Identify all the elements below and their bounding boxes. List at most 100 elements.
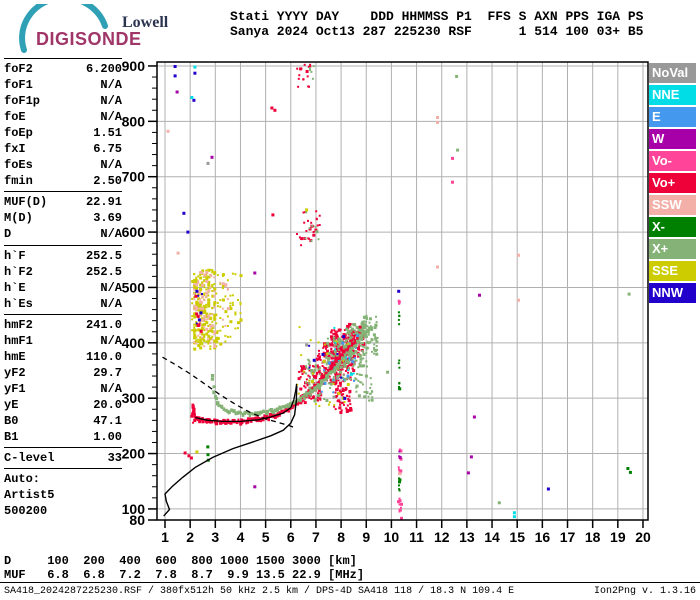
param-value: 3.69 <box>93 211 122 226</box>
param-label: foF1 <box>4 78 33 93</box>
station-header: Stati YYYY DAY DDD HHMMSS P1 FFS S AXN P… <box>230 9 644 39</box>
muf-row: MUF 6.8 6.8 7.2 7.8 8.7 9.9 13.5 22.9 [M… <box>4 568 365 582</box>
plot-gridlines <box>157 62 648 520</box>
param-value: 241.0 <box>85 317 122 332</box>
param-row: foEp 1.51 <box>4 125 122 141</box>
status-version: Ion2Png v. 1.3.16 <box>593 586 696 597</box>
param-label: fmin <box>4 174 33 189</box>
lowell-digisonde-logo: Lowell DIGISONDE <box>8 4 223 56</box>
y-tick-label: 400 <box>122 335 146 351</box>
legend-item-ssw: SSW <box>649 195 696 215</box>
header-line-labels: Stati YYYY DAY DDD HHMMSS P1 FFS S AXN P… <box>230 9 644 24</box>
x-tick-label: 20 <box>635 529 651 545</box>
param-row: fxI 6.75 <box>4 141 122 157</box>
param-row: C-level 33 <box>4 450 122 466</box>
param-row: foF2 6.200 <box>4 61 122 77</box>
legend-item-noval: NoVal <box>649 63 696 83</box>
y-tick-label: 500 <box>122 279 146 295</box>
x-tick-label: 6 <box>287 529 295 545</box>
echo-dots <box>190 63 403 520</box>
param-label: B0 <box>4 413 19 428</box>
legend-item-e: E <box>649 107 696 127</box>
param-value: N/A <box>100 227 122 242</box>
x-tick-label: 13 <box>459 529 475 545</box>
param-row: Artist5 <box>4 487 122 503</box>
x-tick-label: 19 <box>610 529 626 545</box>
header-line-values: Sanya 2024 Oct13 287 225230 RSF 1 514 10… <box>230 23 644 39</box>
y-tick-label: 800 <box>122 113 146 129</box>
param-label: foF2 <box>4 62 33 76</box>
legend-item-vo: Vo- <box>649 151 696 171</box>
x-tick-label: 17 <box>560 529 576 545</box>
echo-direction-legend: NoVal NNE E W Vo- Vo+ SSW X- X+ SSE NNW <box>649 63 696 305</box>
param-value: 110.0 <box>85 349 122 364</box>
param-row: M(D) 3.69 <box>4 210 122 226</box>
logo-text-digisonde: DIGISONDE <box>36 29 142 49</box>
panel-divider <box>4 313 122 315</box>
scatter-points <box>166 65 632 519</box>
param-value: N/A <box>100 296 122 311</box>
param-label: h`Es <box>4 296 33 311</box>
status-separator <box>0 582 700 583</box>
x-tick-label: 4 <box>237 529 245 545</box>
param-row: h`Es N/A <box>4 296 122 312</box>
x-tick-label: 9 <box>362 529 370 545</box>
param-row: 500200 <box>4 503 122 519</box>
x-tick-label: 5 <box>262 529 270 545</box>
y-tick-label: 100 <box>122 501 146 517</box>
param-row: B0 47.1 <box>4 413 122 429</box>
param-label: Auto: <box>4 472 41 487</box>
param-value: 1.51 <box>93 126 122 141</box>
param-label: h`F2 <box>4 264 33 279</box>
panel-divider <box>4 244 122 246</box>
x-tick-label: 16 <box>535 529 551 545</box>
x-tick-label: 3 <box>211 529 219 545</box>
param-label: foF1p <box>4 94 41 109</box>
param-label: Artist5 <box>4 488 55 503</box>
param-label: foEs <box>4 158 33 173</box>
trace-x <box>210 326 374 418</box>
x-tick-label: 7 <box>312 529 320 545</box>
param-label: M(D) <box>4 211 33 226</box>
param-row: h`E N/A <box>4 280 122 296</box>
x-tick-label: 11 <box>409 529 424 545</box>
param-row: MUF(D) 22.91 <box>4 194 122 210</box>
param-label: yE <box>4 397 19 412</box>
param-row: foEs N/A <box>4 157 122 173</box>
panel-divider <box>4 468 122 470</box>
status-file-info: SA418_2024287225230.RSF / 380fx512h 50 k… <box>4 586 515 597</box>
x-tick-label: 12 <box>434 529 450 545</box>
param-value: N/A <box>100 280 122 295</box>
param-value: 33 <box>107 451 122 466</box>
param-value: 252.5 <box>85 248 122 263</box>
param-label: C-level <box>4 451 55 466</box>
extrapolated-dashed-curve <box>162 356 297 429</box>
param-row: yE 20.0 <box>4 397 122 413</box>
param-value: N/A <box>100 78 122 93</box>
x-tick-label: 8 <box>337 529 345 545</box>
param-value: 20.0 <box>93 397 122 412</box>
param-value: N/A <box>100 381 122 396</box>
legend-item-vo: Vo+ <box>649 173 696 193</box>
x-tick-label: 15 <box>509 529 525 545</box>
param-value: N/A <box>100 333 122 348</box>
legend-item-x: X+ <box>649 239 696 259</box>
x-tick-label: 2 <box>186 529 194 545</box>
y-tick-label: 600 <box>122 224 146 240</box>
legend-item-sse: SSE <box>649 261 696 281</box>
param-value: 2.50 <box>93 174 122 189</box>
param-row: hmF1 N/A <box>4 333 122 349</box>
panel-divider <box>4 191 122 193</box>
param-row: hmF2 241.0 <box>4 317 122 333</box>
param-value: 47.1 <box>93 413 122 428</box>
logo-arc-icon <box>19 4 108 53</box>
param-row: fmin 2.50 <box>4 173 122 189</box>
logo-text-lowell: Lowell <box>122 14 169 31</box>
param-value: 22.91 <box>85 195 122 210</box>
param-value: 1.00 <box>93 430 122 445</box>
param-label: h`F <box>4 248 26 263</box>
status-bar: SA418_2024287225230.RSF / 380fx512h 50 k… <box>4 586 696 597</box>
panel-divider <box>4 58 122 59</box>
